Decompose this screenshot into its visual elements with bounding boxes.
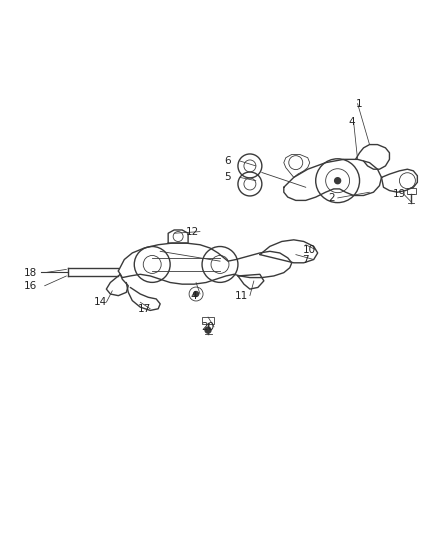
- Text: 6: 6: [224, 156, 231, 166]
- Text: 5: 5: [224, 172, 231, 182]
- Text: 10: 10: [303, 245, 315, 255]
- Text: 1: 1: [355, 99, 362, 109]
- Text: 14: 14: [94, 297, 107, 307]
- Text: 16: 16: [24, 281, 37, 291]
- Text: 7: 7: [302, 255, 308, 264]
- Circle shape: [205, 327, 211, 333]
- Circle shape: [193, 292, 198, 296]
- Text: 11: 11: [235, 290, 248, 301]
- FancyBboxPatch shape: [202, 317, 213, 324]
- Text: 18: 18: [24, 268, 37, 278]
- Text: 20: 20: [201, 322, 214, 332]
- FancyBboxPatch shape: [406, 188, 415, 194]
- Text: 2: 2: [328, 193, 334, 203]
- Text: 17: 17: [137, 304, 151, 314]
- Text: 19: 19: [392, 189, 405, 199]
- Circle shape: [334, 177, 340, 184]
- Text: 4: 4: [191, 290, 197, 301]
- Text: 12: 12: [185, 227, 198, 237]
- Text: 4: 4: [347, 117, 354, 127]
